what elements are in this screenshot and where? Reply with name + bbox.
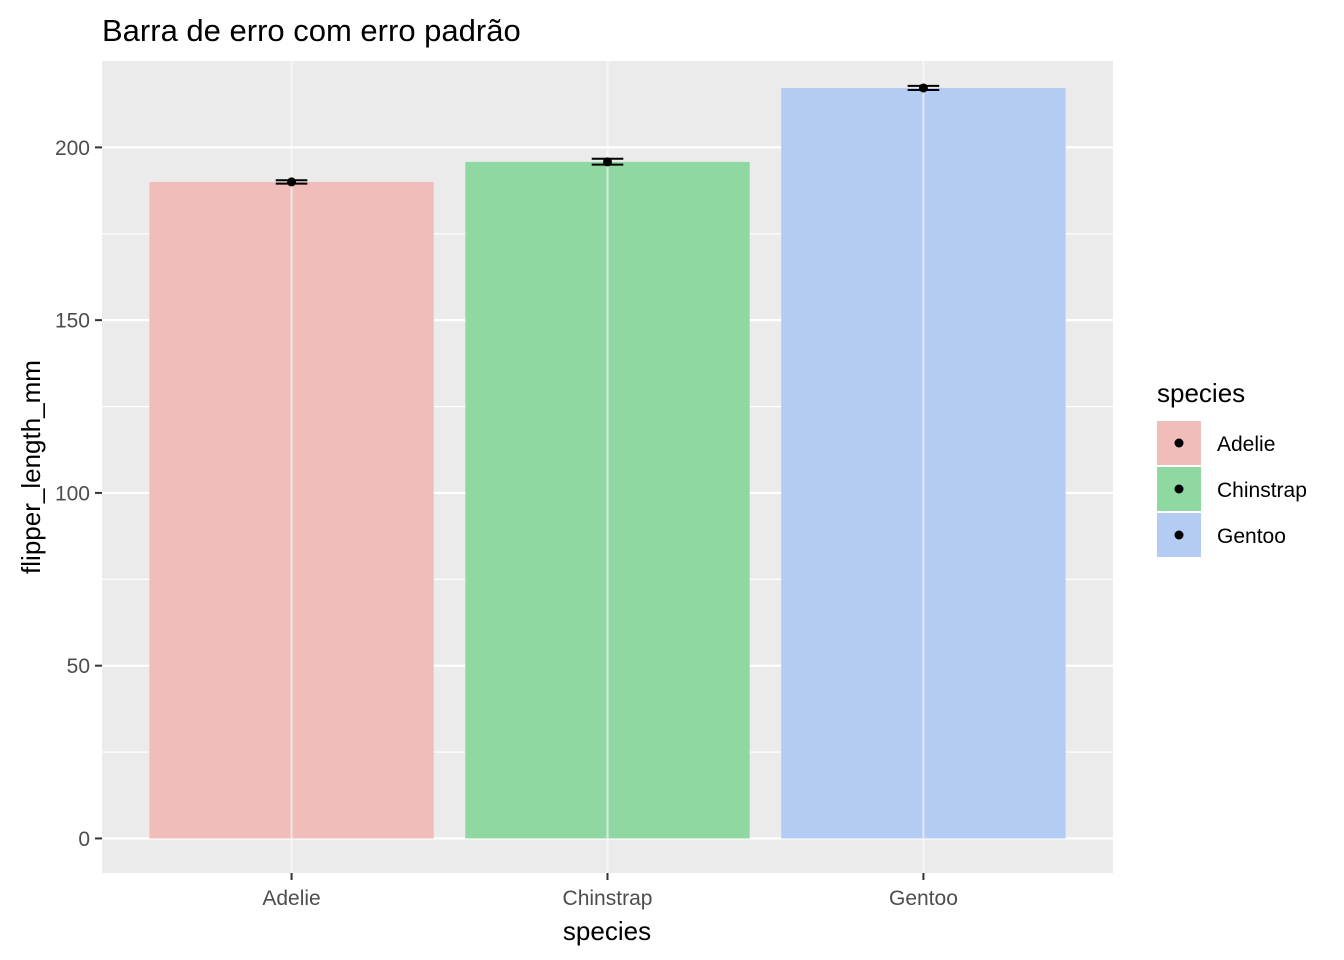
y-tick-label: 50 bbox=[67, 655, 90, 678]
legend-keys: Adelie Chinstrap Gentoo bbox=[1157, 421, 1307, 557]
x-grid-major bbox=[290, 61, 925, 873]
x-axis-title: species bbox=[563, 916, 651, 946]
mean-point-chinstrap bbox=[603, 157, 612, 167]
legend-point-icon bbox=[1174, 484, 1184, 494]
y-tick-label: 150 bbox=[55, 310, 90, 333]
legend-title: species bbox=[1157, 378, 1245, 408]
legend-point-icon bbox=[1174, 530, 1184, 540]
x-tick-label: Gentoo bbox=[889, 887, 958, 910]
x-tick-label: Chinstrap bbox=[563, 887, 653, 910]
error-bar-gentoo bbox=[907, 83, 940, 93]
y-tick-label: 100 bbox=[55, 482, 90, 505]
error-bar-chinstrap bbox=[591, 157, 624, 167]
x-axis: Adelie Chinstrap Gentoo bbox=[262, 873, 958, 910]
y-axis: 0 50 100 150 200 bbox=[55, 137, 102, 851]
chart-title: Barra de erro com erro padrão bbox=[102, 13, 521, 48]
error-bars bbox=[275, 83, 940, 187]
y-tick-label: 200 bbox=[55, 137, 90, 160]
y-axis-title: flipper_length_mm bbox=[16, 360, 46, 574]
legend-point-icon bbox=[1174, 438, 1184, 448]
y-tick-label: 0 bbox=[78, 828, 90, 851]
legend: species Adelie Chinstrap Gentoo bbox=[1157, 378, 1307, 557]
legend-label: Gentoo bbox=[1217, 525, 1286, 548]
mean-point-adelie bbox=[287, 177, 297, 187]
mean-point-gentoo bbox=[918, 83, 928, 93]
legend-label: Adelie bbox=[1217, 433, 1275, 456]
error-bar-adelie bbox=[275, 177, 308, 187]
legend-label: Chinstrap bbox=[1217, 479, 1307, 502]
x-tick-label: Adelie bbox=[262, 887, 320, 910]
